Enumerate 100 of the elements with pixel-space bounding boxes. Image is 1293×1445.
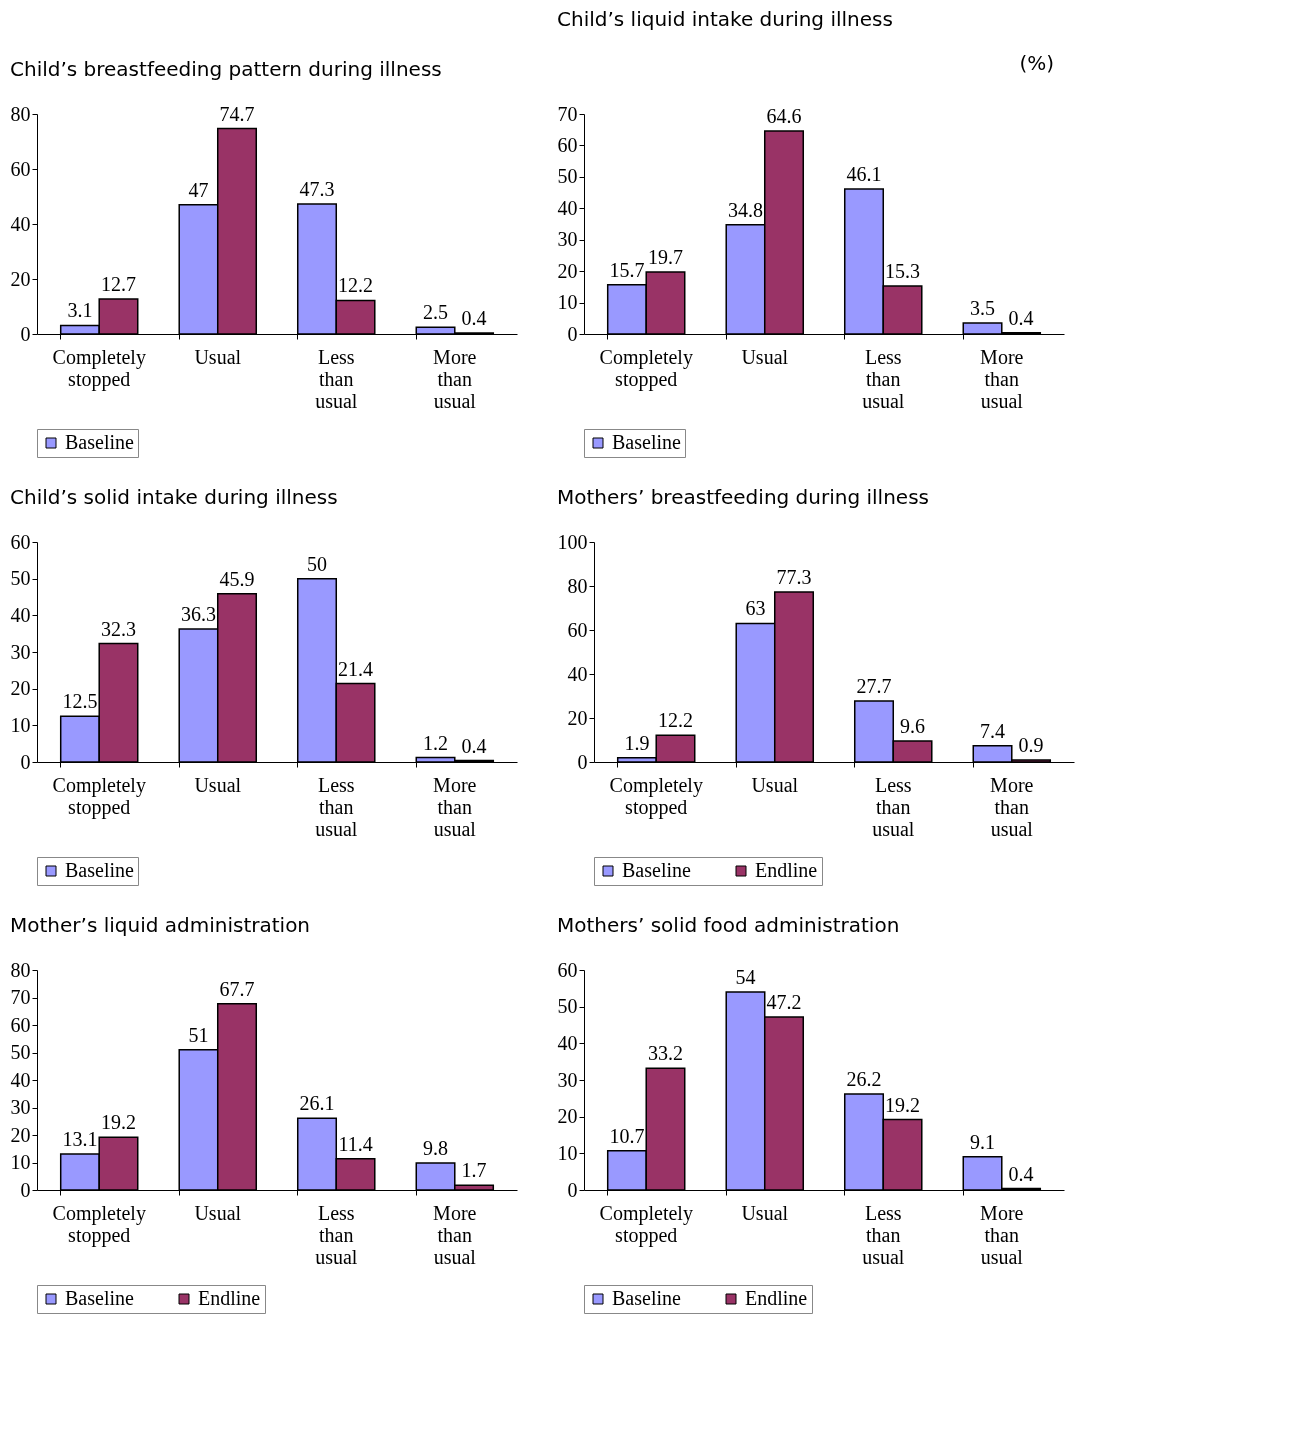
x-tick-label: Less than usual — [862, 1201, 905, 1268]
y-tick-label: 70 — [557, 102, 578, 125]
y-tick-label: 20 — [10, 1123, 31, 1146]
x-tick-label: Less than usual — [862, 345, 905, 412]
data-label: 47.3 — [299, 177, 335, 200]
x-tick-label: Completely stopped — [599, 1201, 693, 1247]
y-tick-label: 10 — [557, 1141, 578, 1164]
data-label: 9.6 — [900, 714, 926, 737]
chart-title: Child’s solid intake during illness — [10, 485, 338, 509]
legend-label: Baseline — [622, 859, 691, 881]
x-tick-label: Usual — [194, 1201, 242, 1224]
data-label: 12.5 — [62, 690, 98, 713]
x-tick-label: Usual — [741, 1201, 789, 1224]
chart-title: Mothers’ breastfeeding during illness — [557, 485, 929, 509]
y-tick-label: 40 — [10, 212, 31, 235]
x-tick-label: More than usual — [433, 1201, 477, 1268]
legend-label: Endline — [745, 1287, 808, 1309]
data-label: 15.3 — [885, 259, 921, 282]
data-label: 3.5 — [970, 297, 996, 319]
text: (%) — [1019, 51, 1054, 75]
data-label: 0.4 — [1008, 1162, 1034, 1185]
data-label: 63 — [745, 597, 766, 620]
x-tick-label: Usual — [741, 345, 789, 368]
y-tick-label: 40 — [10, 1068, 31, 1091]
data-label: 9.1 — [970, 1130, 996, 1153]
y-tick-label: 10 — [10, 1151, 31, 1173]
y-tick-label: 0 — [20, 1178, 31, 1201]
y-tick-label: 50 — [10, 567, 31, 590]
y-tick-label: 50 — [10, 1041, 31, 1063]
data-label: 46.1 — [846, 163, 882, 186]
y-tick-label: 60 — [557, 133, 578, 156]
data-label: 50 — [307, 552, 327, 575]
legend-label: Baseline — [612, 431, 681, 453]
y-tick-label: 60 — [10, 1013, 31, 1036]
data-label: 1.9 — [624, 731, 650, 754]
y-tick-label: 20 — [10, 267, 31, 290]
x-tick-label: Less than usual — [872, 773, 915, 840]
x-tick-label: Completely stopped — [599, 345, 693, 391]
x-tick-label: Less than usual — [315, 773, 358, 840]
y-tick-label: 40 — [557, 196, 578, 219]
legend-label: Endline — [755, 859, 818, 881]
y-tick-label: 0 — [20, 322, 31, 345]
data-label: 0.9 — [1018, 734, 1044, 757]
chart-title: Mother’s liquid administration — [10, 913, 311, 937]
legend-label: Endline — [198, 1287, 261, 1309]
data-label: 19.7 — [647, 246, 683, 269]
data-label: 33.2 — [647, 1042, 683, 1065]
y-tick-label: 10 — [557, 291, 578, 314]
y-tick-label: 30 — [10, 1096, 31, 1118]
chart-title: Mothers’ solid food administration — [557, 913, 900, 937]
data-label: 13.1 — [62, 1127, 98, 1150]
y-tick-label: 30 — [557, 1068, 578, 1091]
data-label: 74.7 — [219, 102, 255, 125]
data-label: 1.2 — [423, 731, 449, 754]
data-label: 19.2 — [100, 1111, 136, 1134]
y-tick-label: 80 — [567, 574, 588, 597]
data-label: 26.2 — [846, 1067, 882, 1090]
x-tick-label: Completely stopped — [52, 1201, 146, 1247]
legend-label: Baseline — [65, 431, 134, 453]
y-tick-label: 0 — [577, 750, 588, 773]
x-tick-label: More than usual — [980, 1201, 1024, 1268]
data-label: 12.2 — [338, 274, 374, 297]
data-label: 11.4 — [338, 1132, 373, 1155]
data-label: 36.3 — [180, 602, 216, 625]
x-tick-label: Completely stopped — [52, 345, 146, 391]
data-label: 19.2 — [885, 1093, 921, 1116]
data-label: 26.1 — [299, 1092, 335, 1115]
legend-label: Baseline — [612, 1287, 681, 1309]
data-label: 0.4 — [461, 306, 487, 329]
data-label: 12.2 — [657, 709, 693, 732]
y-tick-label: 40 — [557, 1031, 578, 1054]
y-tick-label: 60 — [10, 157, 31, 180]
data-label: 10.7 — [609, 1124, 645, 1147]
y-tick-label: 30 — [557, 228, 578, 251]
data-label: 67.7 — [219, 977, 255, 1000]
x-tick-label: More than usual — [433, 773, 477, 840]
data-label: 15.7 — [609, 258, 645, 281]
data-label: 3.1 — [67, 299, 93, 322]
x-tick-label: Less than usual — [315, 1201, 358, 1268]
x-tick-label: More than usual — [990, 773, 1034, 840]
data-label: 9.8 — [423, 1137, 449, 1160]
x-tick-label: More than usual — [980, 345, 1024, 412]
y-tick-label: 60 — [557, 958, 578, 981]
x-tick-label: Usual — [194, 345, 242, 368]
y-tick-label: 40 — [567, 662, 588, 685]
y-tick-label: 60 — [567, 618, 588, 641]
y-tick-label: 0 — [567, 1178, 578, 1201]
data-label: 2.5 — [423, 301, 449, 324]
y-tick-label: 20 — [557, 1105, 578, 1128]
x-tick-label: Completely stopped — [609, 773, 703, 819]
data-label: 47 — [188, 178, 209, 201]
data-label: 54 — [735, 966, 756, 988]
y-tick-label: 20 — [10, 677, 31, 700]
data-label: 0.4 — [461, 734, 487, 757]
y-tick-label: 10 — [10, 713, 31, 736]
x-tick-label: Less than usual — [315, 345, 358, 412]
legend-label: Baseline — [65, 1287, 134, 1309]
y-tick-label: 30 — [10, 640, 31, 663]
legend-label: Baseline — [65, 859, 134, 881]
data-label: 34.8 — [727, 198, 763, 221]
